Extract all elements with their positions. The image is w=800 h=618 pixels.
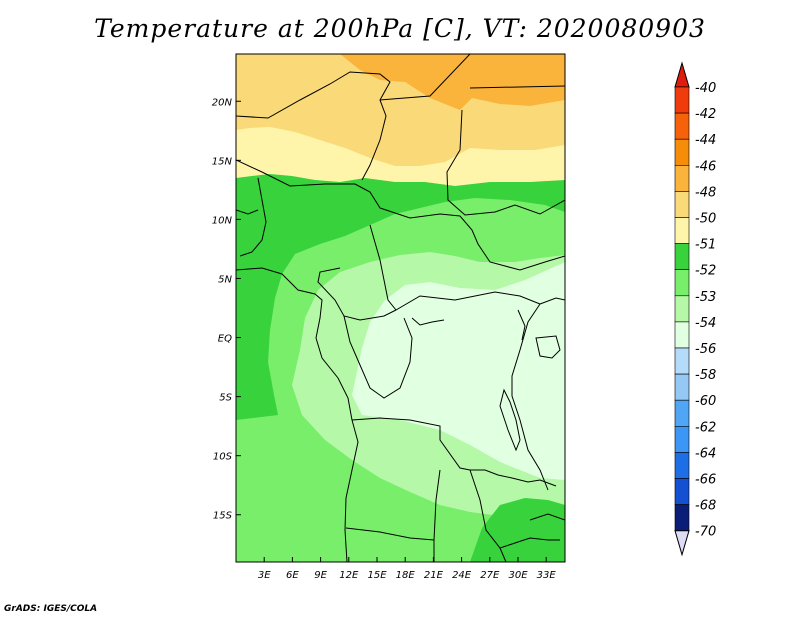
- colorbar-bin: [674, 452, 690, 479]
- colorbar-label: -40: [695, 81, 716, 96]
- lon-tick-label: 18E: [396, 570, 416, 581]
- colorbar-label: -53: [695, 290, 716, 305]
- border-rift-2: [411, 317, 445, 326]
- lat-tick-label: EQ: [218, 334, 232, 345]
- grads-credit: GrADS: IGES/COLA: [4, 604, 98, 614]
- colorbar-bin: [674, 165, 690, 192]
- coastline: [236, 267, 359, 562]
- colorbar-label: -58: [695, 368, 716, 383]
- colorbar-label: -52: [695, 264, 716, 279]
- lon-tick-label: 30E: [508, 570, 528, 581]
- lat-tick-label: 15N: [212, 156, 233, 167]
- lat-tick-label: 5S: [219, 393, 232, 404]
- colorbar-label: -60: [695, 394, 716, 409]
- lon-tick-label: 3E: [258, 570, 271, 581]
- colorbar-bin: [674, 86, 690, 114]
- colorbar-bin: [674, 347, 690, 375]
- lon-tick-label: 24E: [452, 570, 472, 581]
- lon-tick-label: 15E: [367, 570, 387, 581]
- border-lake-2: [499, 388, 521, 452]
- border-west-1: [239, 177, 267, 257]
- border-sahel: [236, 159, 565, 271]
- field-band-46-48: [340, 54, 565, 110]
- lon-tick-label: 33E: [537, 570, 557, 581]
- colorbar-bin: [674, 399, 690, 427]
- border-south-3: [345, 527, 435, 541]
- border-north-1: [236, 71, 391, 181]
- colorbar-label: -70: [695, 525, 716, 540]
- lon-tick-label: 27E: [480, 570, 500, 581]
- colorbar-top-arrow: [674, 61, 690, 88]
- lon-tick-label: 9E: [314, 570, 327, 581]
- lon-tick-label: 12E: [339, 570, 359, 581]
- border-central-2: [317, 267, 397, 321]
- lat-tick-label: 20N: [212, 97, 233, 108]
- temperature-field: [236, 54, 565, 562]
- border-rift-1: [517, 309, 526, 341]
- lat-tick-label: 5N: [218, 274, 232, 285]
- colorbar-label: -54: [695, 316, 716, 331]
- colorbar-label: -64: [695, 446, 716, 461]
- colorbar-bin: [674, 269, 690, 297]
- border-north-3: [446, 109, 565, 216]
- colorbar-bin: [674, 112, 690, 140]
- colorbar-label: -62: [695, 420, 716, 435]
- colorbar-label: -66: [695, 473, 716, 488]
- colorbar-bin: [674, 243, 690, 271]
- border-east-1: [511, 303, 549, 491]
- border-south-5: [499, 547, 507, 562]
- colorbar-label: -44: [695, 133, 716, 148]
- colorbar-bin: [674, 425, 690, 453]
- colorbar-label: -56: [695, 342, 716, 357]
- country-borders: [236, 54, 565, 562]
- colorbar-bin: [674, 321, 690, 349]
- field-band-51-52-south: [470, 498, 565, 562]
- lat-tick-label: 15S: [213, 511, 233, 522]
- colorbar-bin: [674, 138, 690, 166]
- lon-tick-label: 21E: [424, 570, 444, 581]
- lat-axis: 20N 15N 10N 5N EQ 5S 10S 15S: [212, 97, 241, 522]
- colorbar-bin: [674, 478, 690, 505]
- colorbar-bin: [674, 217, 690, 244]
- lat-tick-label: 10S: [213, 452, 233, 463]
- border-south-6: [529, 513, 565, 521]
- colorbar-label: -50: [695, 212, 716, 227]
- border-north-4: [469, 85, 565, 89]
- colorbar-label: -68: [695, 499, 716, 514]
- colorbar-bin: [674, 191, 690, 218]
- colorbar-label: -42: [695, 107, 716, 122]
- border-east-2: [539, 297, 565, 305]
- map-frame: [235, 53, 566, 563]
- colorbar-label: -48: [695, 185, 716, 200]
- border-north-2: [379, 54, 471, 101]
- lat-tick-label: 10N: [212, 215, 233, 226]
- lon-axis: 3E 6E 9E 12E 15E 18E 21E 24E 27E 30E 33E: [258, 557, 557, 581]
- map-title: Temperature at 200hPa [C], VT: 202008090…: [94, 14, 706, 43]
- border-central-1: [369, 224, 541, 311]
- lon-tick-label: 6E: [286, 570, 299, 581]
- colorbar: -40 -42 -44 -46 -48 -50 -51 -52 -53 -54 -56 -58 -60 -…: [674, 61, 716, 557]
- colorbar-label: -51: [695, 238, 716, 253]
- border-central-3: [343, 315, 413, 399]
- border-west-2: [236, 209, 259, 215]
- colorbar-bin: [674, 295, 690, 323]
- colorbar-label: -46: [695, 159, 716, 174]
- colorbar-bin: [674, 504, 690, 532]
- colorbar-bottom-arrow: [674, 530, 690, 557]
- colorbar-bin: [674, 373, 690, 401]
- border-lake-1: [535, 335, 561, 359]
- border-south-2: [433, 469, 441, 562]
